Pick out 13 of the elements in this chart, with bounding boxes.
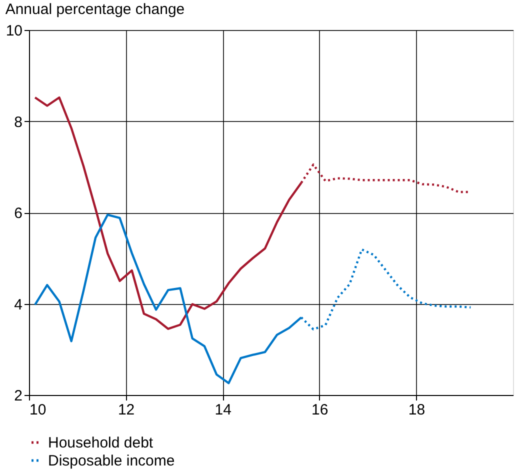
legend-label: Disposable income (48, 452, 175, 470)
x-tick-label: 14 (214, 402, 232, 418)
x-tick-label: 12 (118, 402, 135, 418)
x-tick-label: 16 (312, 402, 328, 418)
chart-title: Annual percentage change (5, 1, 185, 18)
y-tick-label: 8 (14, 114, 22, 131)
y-tick-label: 2 (14, 388, 22, 404)
y-tick-label: 10 (6, 22, 22, 40)
x-tick-label: 18 (408, 402, 426, 418)
x-tick-label: 10 (30, 402, 46, 418)
y-tick-label: 4 (14, 296, 22, 314)
legend-label: Household debt (48, 434, 154, 452)
y-tick-label: 6 (14, 205, 22, 222)
